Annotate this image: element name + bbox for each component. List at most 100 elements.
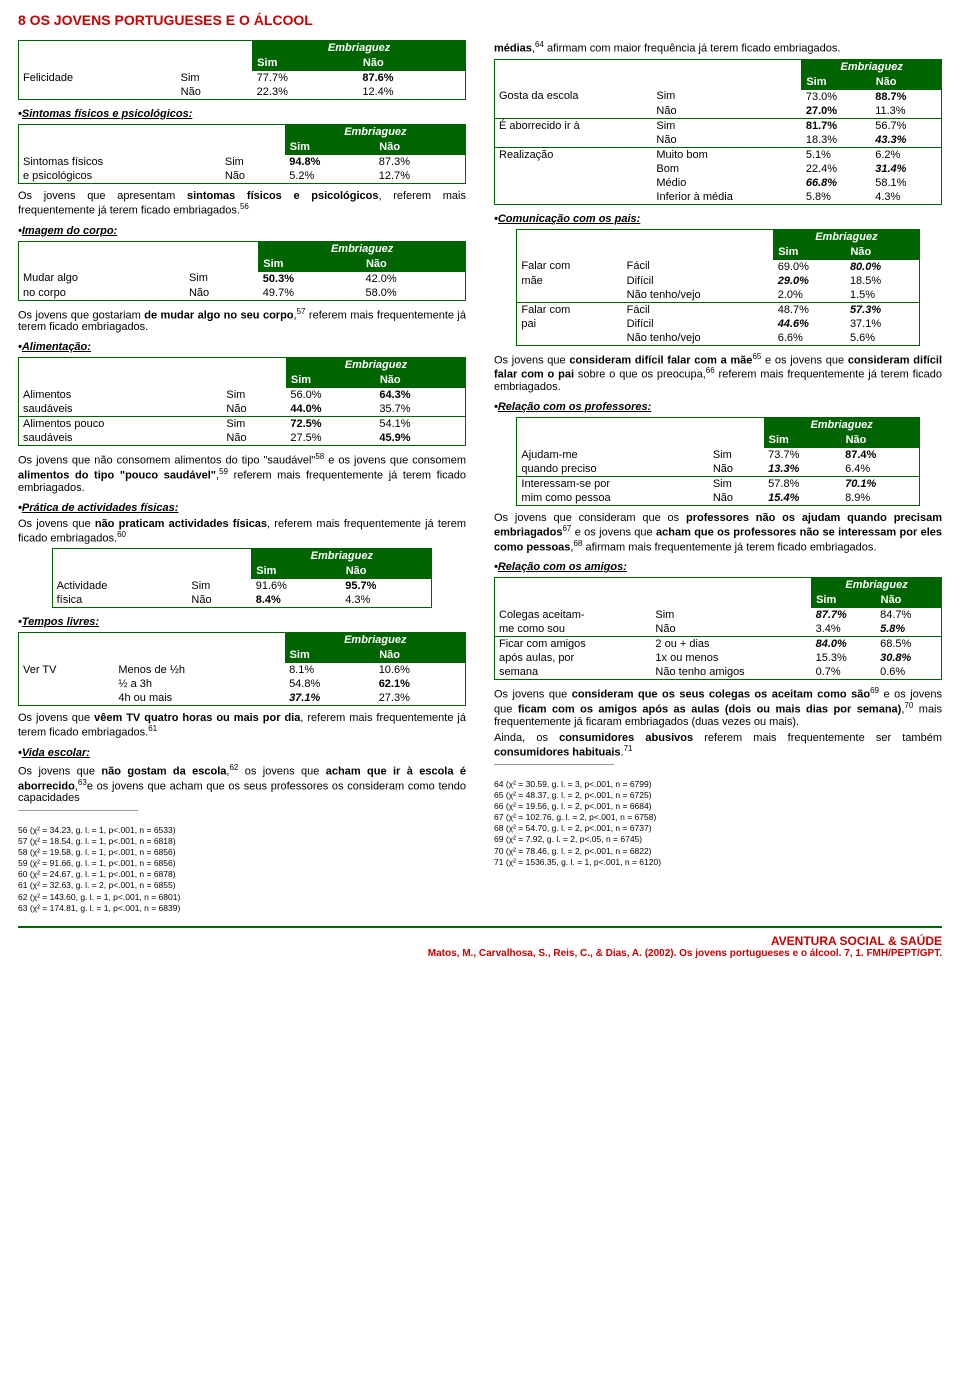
footnote: 66 (χ² = 19.56, g. l. = 2, p<.001, n = 6… — [494, 801, 942, 812]
cell: Sim — [651, 608, 811, 623]
cell: 0.7% — [812, 665, 877, 680]
row-label: saudáveis — [19, 402, 223, 417]
footnote: 67 (χ² = 102.76, g. l. = 2, p<.001, n = … — [494, 812, 942, 823]
section-imagem: Imagem do corpo: — [18, 225, 466, 237]
tempos-text: Os jovens que vêem TV quatro horas ou ma… — [18, 712, 466, 739]
embriaguez-label: Embriaguez — [285, 125, 465, 140]
cell: 73.7% — [764, 447, 841, 462]
cell: 70.1% — [841, 476, 919, 491]
cell: Fácil — [623, 259, 774, 274]
cell: 94.8% — [285, 155, 375, 170]
col-nao: Não — [841, 432, 919, 447]
col-nao: Não — [375, 140, 466, 155]
sintomas-text: Os jovens que apresentam sintomas físico… — [18, 190, 466, 217]
footnote: 71 (χ² = 1536.35, g. l. = 1, p<.001, n =… — [494, 857, 942, 868]
cell: Menos de ½h — [114, 663, 285, 678]
footnote-separator — [494, 764, 614, 765]
cell: 95.7% — [341, 579, 432, 594]
cell: Sim — [652, 89, 801, 104]
cell: 12.7% — [375, 169, 466, 184]
text: consumidores habituais — [494, 746, 621, 758]
escola-table: Embriaguez SimNão Gosta da escolaSim73.0… — [494, 59, 942, 205]
right-intro: médias,64 afirmam com maior frequência j… — [494, 40, 942, 55]
footnote: 70 (χ² = 78.46, g. l. = 2, p<.001, n = 6… — [494, 846, 942, 857]
row-label: quando preciso — [517, 462, 709, 477]
cell: Não — [709, 462, 764, 477]
footnote-ref: 65 — [752, 352, 761, 361]
footer-citation: Matos, M., Carvalhosa, S., Reis, C., & D… — [18, 948, 942, 959]
row-label: pai — [517, 317, 623, 331]
cell: Muito bom — [652, 147, 801, 162]
imagem-text: Os jovens que gostariam de mudar algo no… — [18, 307, 466, 334]
cell: 57.3% — [846, 302, 919, 317]
cell: 58.1% — [871, 176, 941, 190]
row-label: Actividade — [52, 579, 187, 594]
cell: Não — [187, 593, 251, 608]
row-label: Falar com — [517, 259, 623, 274]
footer-title: AVENTURA SOCIAL & SAÚDE — [18, 934, 942, 948]
cell: 48.7% — [774, 302, 846, 317]
cell: Não tenho/vejo — [623, 331, 774, 346]
col-sim: Sim — [252, 564, 342, 579]
col-sim: Sim — [285, 140, 375, 155]
cell: 5.8% — [876, 622, 941, 637]
row-label: Gosta da escola — [495, 89, 653, 104]
footnote-ref: 71 — [624, 744, 633, 753]
cell: Fácil — [623, 302, 774, 317]
cell: Não tenho amigos — [651, 665, 811, 680]
footnote-ref: 56 — [240, 202, 249, 211]
sintomas-table: Embriaguez SimNão Sintomas físicosSim94.… — [18, 124, 466, 184]
pratica-text: Os jovens que não praticam actividades f… — [18, 518, 466, 545]
cell: Não — [221, 169, 285, 184]
col-nao: Não — [341, 564, 432, 579]
embriaguez-label: Embriaguez — [802, 59, 942, 74]
cell: Não — [222, 431, 286, 446]
cell: 29.0% — [774, 274, 846, 288]
page-footer: AVENTURA SOCIAL & SAÚDE Matos, M., Carva… — [18, 926, 942, 959]
cell: 45.9% — [375, 431, 465, 446]
col-sim: Sim — [286, 373, 375, 388]
cell: Não — [185, 286, 259, 301]
cell: 64.3% — [375, 388, 465, 403]
cell: Sim — [652, 118, 801, 133]
col-nao: Não — [871, 74, 941, 89]
cell: 13.3% — [764, 462, 841, 477]
footnote: 64 (χ² = 30.59, g. l. = 3, p<.001, n = 6… — [494, 779, 942, 790]
cell: 84.0% — [812, 637, 877, 652]
cell: 22.3% — [253, 85, 359, 100]
footnote: 58 (χ² = 19.58, g. l. = 1, p<.001, n = 6… — [18, 847, 466, 858]
embriaguez-label: Embriaguez — [812, 578, 942, 593]
cell: 0.6% — [876, 665, 941, 680]
footnote: 63 (χ² = 174.81, g. l. = 1, p<.001, n = … — [18, 903, 466, 914]
cell: 2.0% — [774, 288, 846, 303]
cell: 68.5% — [876, 637, 941, 652]
cell: 18.3% — [802, 133, 871, 148]
cell: Não — [177, 85, 253, 100]
cell: 10.6% — [375, 663, 466, 678]
section-comunicacao: Comunicação com os pais: — [494, 213, 942, 225]
professores-table: Embriaguez SimNão Ajudam-meSim73.7%87.4%… — [516, 417, 919, 506]
row-label: Sintomas físicos — [19, 155, 221, 170]
cell: 77.7% — [253, 71, 359, 86]
text: afirmam mais frequentemente já terem fic… — [582, 541, 876, 553]
cell: 2 ou + dias — [651, 637, 811, 652]
cell: 35.7% — [375, 402, 465, 417]
cell: 4.3% — [871, 190, 941, 205]
cell: 88.7% — [871, 89, 941, 104]
footnote: 60 (χ² = 24.67, g. l. = 1, p<.001, n = 6… — [18, 869, 466, 880]
col-nao: Não — [361, 256, 465, 271]
cell: Sim — [177, 71, 253, 86]
embriaguez-label: Embriaguez — [764, 417, 919, 432]
cell: ½ a 3h — [114, 677, 285, 691]
cell: 58.0% — [361, 286, 465, 301]
row-label: Colegas aceitam- — [495, 608, 652, 623]
cell: Não — [709, 491, 764, 506]
cell: Inferior à média — [652, 190, 801, 205]
cell: 80.0% — [846, 259, 919, 274]
cell: 1x ou menos — [651, 651, 811, 665]
row-label: Alimentos pouco — [19, 417, 223, 432]
alimentacao-table: Embriaguez SimNão AlimentosSim56.0%64.3%… — [18, 357, 466, 446]
footnote-ref: 67 — [562, 524, 571, 533]
tempos-table: Embriaguez SimNão Ver TVMenos de ½h8.1%1… — [18, 632, 466, 706]
embriaguez-label: Embriaguez — [252, 549, 432, 564]
